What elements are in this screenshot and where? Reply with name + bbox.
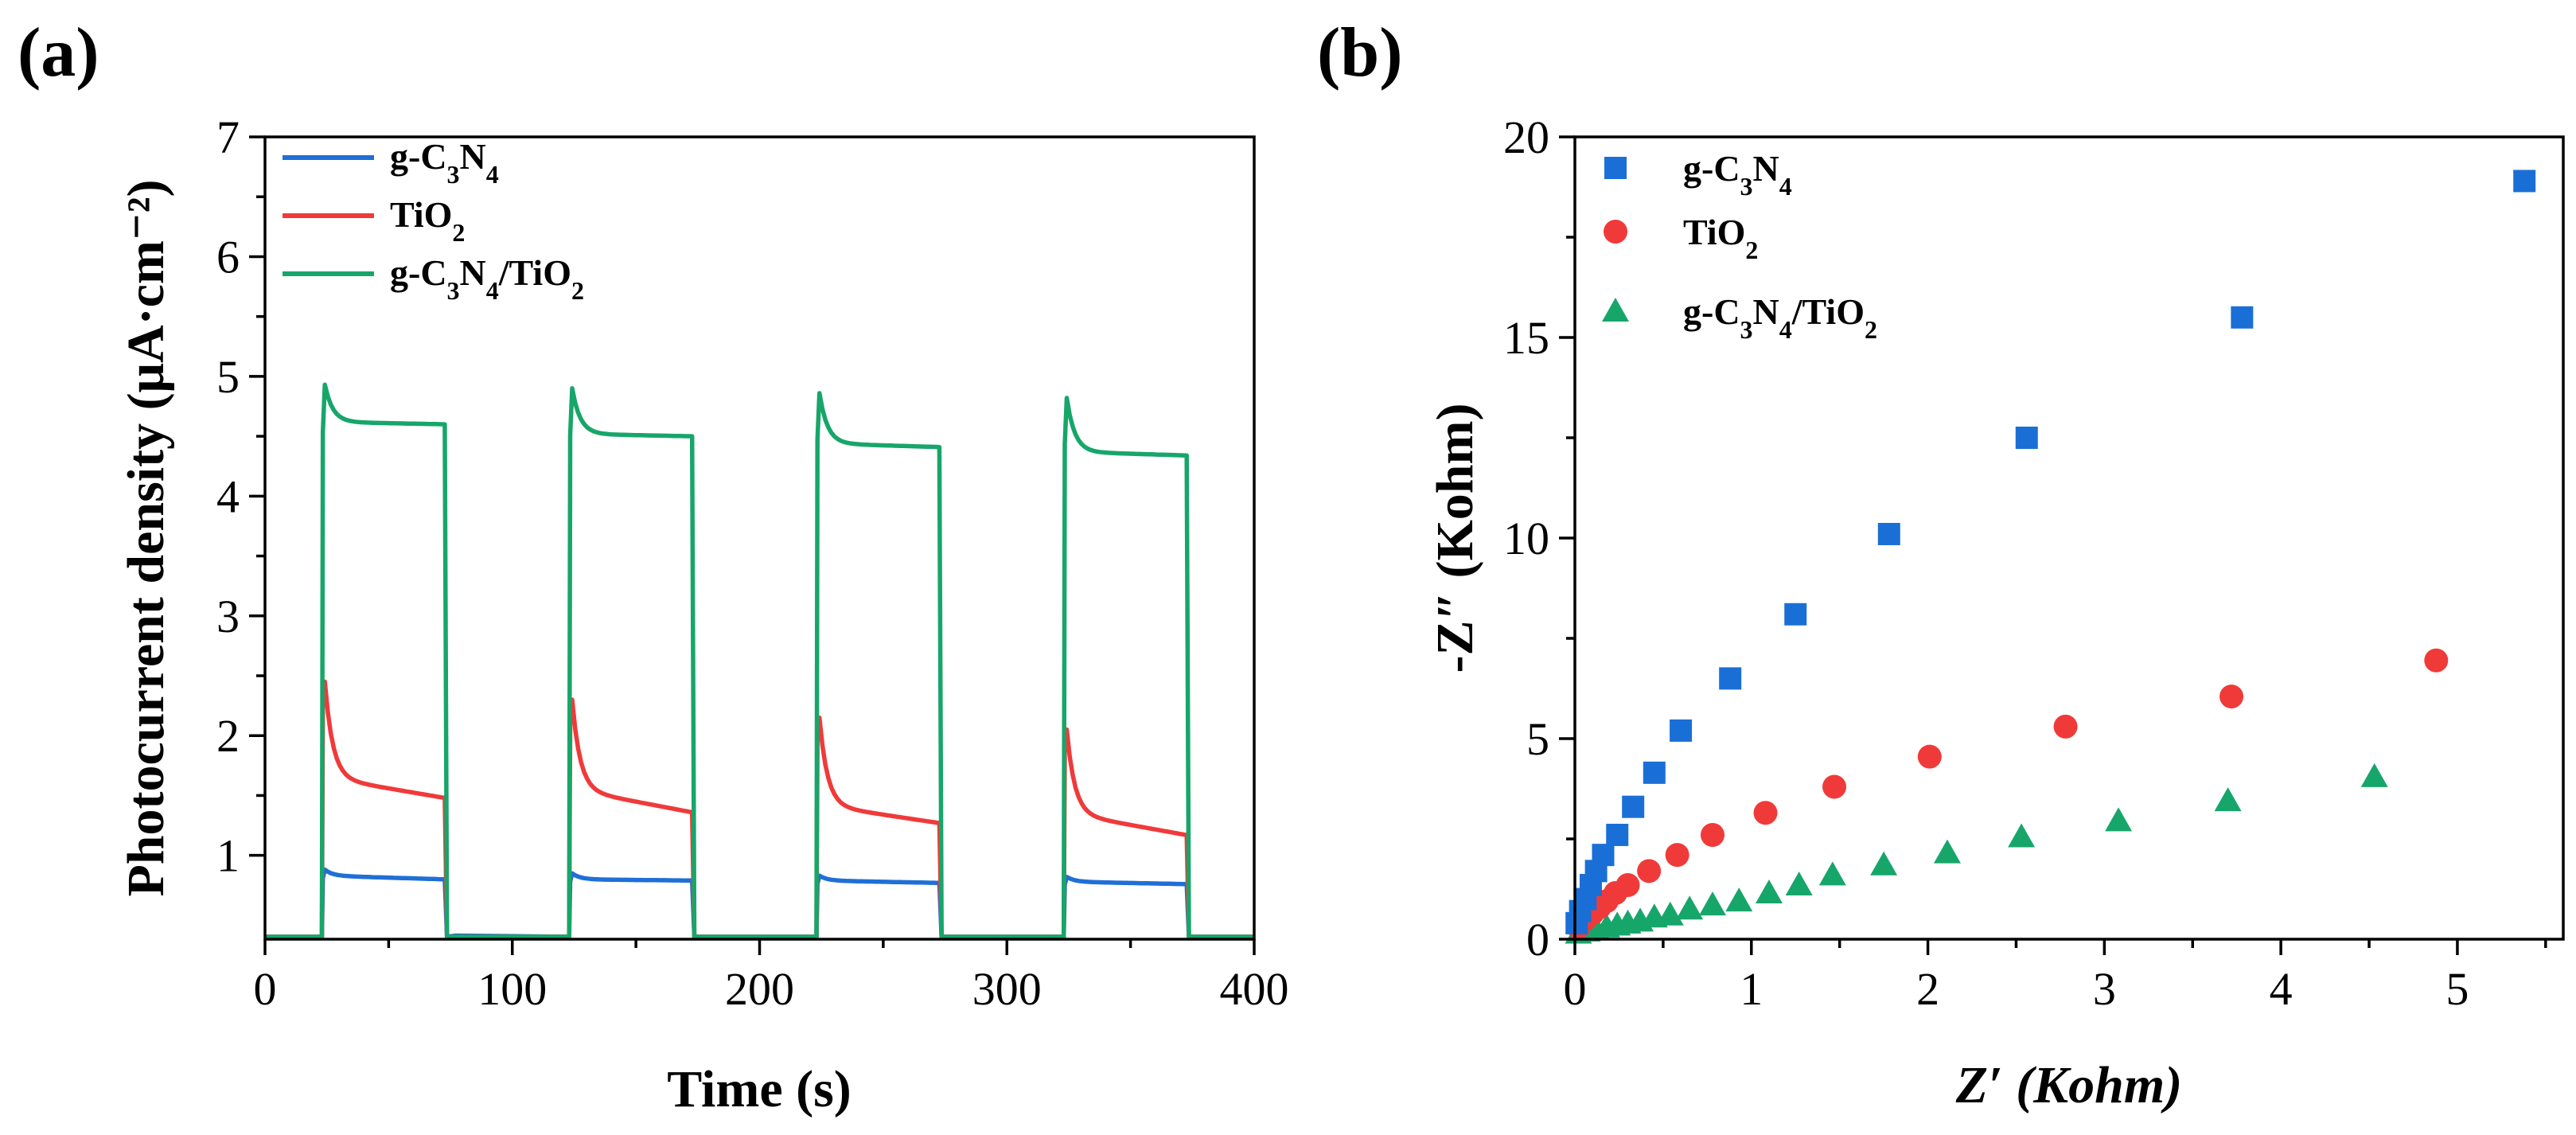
panel-b-data-point [1719,667,1742,690]
panel-b-data-point [1698,891,1726,916]
panel-a-legend-label: g-C3N4/TiO2 [390,252,584,305]
panel-b-data-point [1784,603,1807,626]
panel-b-legend: g-C3N4 TiO2 g-C3N4/TiO2 [1602,148,1877,344]
panel-b-data-point [1700,822,1724,847]
panel-b-data-point [2424,648,2449,673]
panel-b-data-point [1877,522,1900,545]
panel-b-frame [1573,135,2565,941]
panel-b-legend-label: g-C3N4 [1683,148,1792,201]
panel-b-data-point [1822,774,1847,799]
panel-a-series-line [265,679,1254,939]
panel-a-y-tick-label: 5 [216,351,240,403]
panel-a-x-tick-label: 100 [477,963,547,1015]
panel-b-data-point [1870,851,1898,876]
panel-b-legend-marker [1604,220,1627,244]
panel-a-x-tick-label: 0 [254,963,277,1015]
panel-b-x-tick-label: 4 [2270,963,2293,1015]
panel-b-data-point [1615,872,1640,897]
panel-b-data-point [1725,887,1753,912]
panel-b-data-point [1622,795,1645,818]
panel-b-legend-label: TiO2 [1683,212,1758,264]
panel-b-data-point [2015,427,2038,449]
panel-b-y-axis-label: -Z″ (Kohm) [1426,404,1484,673]
panel-b-data-point [2360,763,2388,787]
panel-a-x-tick-label: 400 [1220,963,1289,1015]
panel-b-legend-label: g-C3N4/TiO2 [1683,291,1877,344]
panel-b-data-point [2231,306,2254,329]
panel-b-legend-marker [1602,298,1629,322]
panel-b-y-tick-label: 0 [1526,914,1549,965]
panel-b-data-point [1818,861,1846,886]
panel-b-data-point [2053,714,2078,739]
panel-a-axes: 0 100 200 300 400 1 2 3 4 5 6 7 [216,111,1289,1015]
panel-b-axes: 0 1 2 3 4 5 0 5 10 15 20 [1503,111,2547,1015]
panel-b-data-point [1785,871,1813,895]
panel-b-x-tick-label: 1 [1740,963,1763,1015]
panel-a-y-tick-label: 1 [216,830,240,882]
panel-a-x-tick-label: 200 [725,963,794,1015]
panel-b-data-point [2214,787,2242,812]
panel-b-data-point [1606,823,1629,846]
panel-a-y-tick-label: 6 [216,231,240,283]
panel-a-y-axis-label: Photocurrent density (μA·cm⁻²) [117,179,175,896]
panel-b-y-tick-label: 5 [1526,713,1549,765]
panel-b-x-tick-label: 5 [2445,963,2469,1015]
panel-a-y-tick-label: 7 [216,111,240,163]
panel-b-data-point [1753,801,1778,825]
panel-b-data-point [1592,844,1615,867]
panel-b-data-point [2219,685,2244,709]
panel-b-data-point [1656,901,1684,926]
panel-b: (b) g-C3N4 TiO2 g-C3N4/TiO2 0 1 2 3 4 5 0 5 10 15 20… [1317,14,2565,1114]
panel-a-y-tick-label: 2 [216,710,240,762]
panel-b-data-point [1755,880,1783,904]
panel-b-data-point [1676,895,1704,920]
panel-b-plot-area [1565,170,2536,944]
panel-b-data-point [2105,807,2133,832]
panel-b-data-point [1637,859,1662,883]
panel-b-x-axis-label: Z′ (Kohm) [1955,1056,2182,1114]
panel-b-y-tick-label: 15 [1503,312,1549,364]
panel-a-legend-label: TiO2 [390,194,465,247]
panel-a-legend-label: g-C3N4 [390,136,499,189]
panel-b-x-tick-label: 3 [2093,963,2116,1015]
panel-b-y-tick-label: 10 [1503,513,1549,564]
panel-b-data-point [1917,744,1942,769]
panel-a-series-line [265,382,1254,939]
panel-b-x-tick-label: 0 [1564,963,1587,1015]
panel-a-plot-area [265,382,1254,939]
panel-a-label: (a) [18,14,99,92]
panel-b-data-point [2513,170,2536,193]
panel-a-y-tick-label: 4 [216,470,240,522]
panel-b-data-point [1933,839,1961,864]
panel-b-label: (b) [1317,14,1403,92]
panel-b-data-point [1670,719,1693,742]
panel-b-x-tick-label: 2 [1916,963,1939,1015]
panel-b-legend-marker [1604,157,1627,179]
panel-b-data-point [1665,843,1689,868]
panel-b-data-point [1643,761,1666,784]
panel-a-x-tick-label: 300 [972,963,1042,1015]
panel-a-series-line [265,867,1254,939]
panel-b-y-tick-label: 20 [1503,111,1549,163]
panel-a-x-axis-label: Time (s) [667,1060,852,1118]
panel-b-data-point [2008,823,2036,848]
panel-a-y-tick-label: 3 [216,591,240,642]
